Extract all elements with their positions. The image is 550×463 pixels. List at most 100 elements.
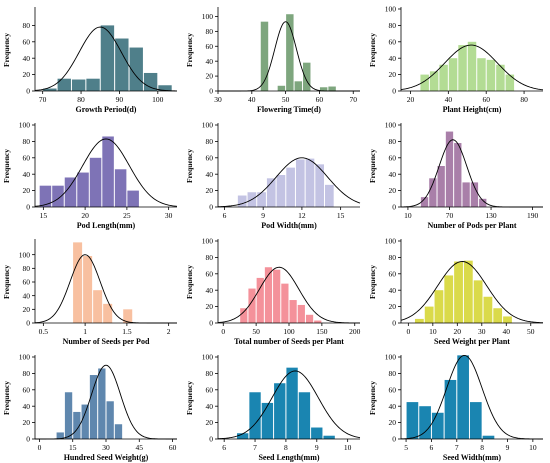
x-tick-label: 60 xyxy=(316,95,324,104)
histogram-bar xyxy=(463,260,473,323)
histogram-panel: 6 7 8 9 10 0 20 40 60 80 100 Seed Length(mm) Frequen… xyxy=(183,348,366,463)
x-tick-label: 2 xyxy=(167,327,171,336)
histogram-bar xyxy=(470,182,479,207)
y-tick-label: 80 xyxy=(389,137,397,146)
x-tick-label: 10 xyxy=(344,443,352,452)
x-tick-label: 0 xyxy=(38,443,42,452)
histogram-panel: 10 70 130 190 0 20 40 60 80 100 Number of Pods per… xyxy=(366,116,549,231)
y-tick-label: 60 xyxy=(389,37,397,46)
x-axis-label: Seed Weight per Plant xyxy=(434,337,510,346)
histogram-bar xyxy=(295,159,305,207)
histogram-bar xyxy=(458,45,467,91)
histogram-bar xyxy=(71,79,86,91)
histogram-bar xyxy=(248,288,256,323)
x-tick-label: 25 xyxy=(123,211,131,220)
histogram-panel: 0 10 20 30 40 50 0 20 40 60 80 100 Seed Weight per P… xyxy=(366,232,549,347)
histogram-bar xyxy=(73,411,81,439)
x-tick-label: 70 xyxy=(349,95,357,104)
bars xyxy=(420,41,515,91)
histogram-panel: 6 9 12 15 0 20 40 60 80 100 Pod Width(mm) Frequency xyxy=(183,116,366,231)
histogram-bar xyxy=(281,283,289,323)
bars xyxy=(73,242,133,323)
y-tick-label: 80 xyxy=(206,27,214,36)
x-tick-label: 20 xyxy=(454,327,462,336)
x-axis-label: Seed Width(mm) xyxy=(443,453,501,462)
histogram-bar xyxy=(73,242,83,323)
normal-curve xyxy=(217,157,361,208)
histogram-svg: 15 20 25 30 0 20 40 60 80 100 Pod Length(mm) Freque… xyxy=(2,121,178,230)
y-tick-label: 20 xyxy=(389,186,397,195)
x-tick-label: 6 xyxy=(223,211,227,220)
histogram-panel: 0.5 1 1.5 2 0 20 40 60 80 100 Number of Seeds per … xyxy=(0,232,183,347)
x-tick-label: 70 xyxy=(39,95,47,104)
x-tick-label: 80 xyxy=(520,95,528,104)
histogram-bar xyxy=(266,178,276,207)
y-tick-label: 40 xyxy=(389,402,397,411)
histogram-bar xyxy=(462,182,470,207)
y-tick-label: 40 xyxy=(206,286,214,295)
y-tick-label: 0 xyxy=(26,203,30,212)
histogram-bar xyxy=(89,157,102,207)
y-tick-label: 80 xyxy=(23,369,31,378)
histogram-bar xyxy=(303,62,311,91)
histogram-bar xyxy=(483,296,493,323)
y-tick-label: 80 xyxy=(206,369,214,378)
histogram-bar xyxy=(486,59,496,91)
histogram-bar xyxy=(57,78,71,91)
x-axis-label: Total number of Seeds per Plant xyxy=(234,337,344,346)
y-axis-label: Frequency xyxy=(185,265,194,299)
normal-curve xyxy=(400,354,544,440)
histogram-bar xyxy=(328,86,336,91)
histogram-bar xyxy=(311,427,323,439)
y-tick-label: 0 xyxy=(392,319,396,328)
histogram-bar xyxy=(420,197,429,207)
y-tick-label: 40 xyxy=(206,57,214,66)
y-tick-label: 80 xyxy=(389,369,397,378)
histogram-bar xyxy=(467,41,477,91)
x-tick-label: 9 xyxy=(506,443,510,452)
histogram-bar xyxy=(286,14,294,91)
x-tick-label: 7 xyxy=(253,443,257,452)
y-tick-label: 20 xyxy=(206,418,214,427)
histogram-bar xyxy=(100,25,115,91)
bars xyxy=(39,136,139,207)
x-tick-label: 0 xyxy=(406,327,410,336)
histogram-panel: 70 80 90 100 0 20 40 60 80 Growth Period(d) Freque… xyxy=(0,0,183,115)
x-axis-label: Number of Pods per Plant xyxy=(427,221,516,230)
histogram-bar xyxy=(273,269,281,323)
histogram-panel: 0 15 30 45 60 0 20 40 60 80 100 Hundred Seed Weight… xyxy=(0,348,183,463)
histogram-bar xyxy=(294,81,303,91)
x-tick-label: 20 xyxy=(81,211,89,220)
histogram-bar xyxy=(260,21,269,92)
histogram-panel: 30 40 50 60 70 0 20 40 60 80 100 Flowering Time(d) F… xyxy=(183,0,366,115)
y-tick-label: 20 xyxy=(23,70,31,79)
x-tick-label: 9 xyxy=(315,443,319,452)
histogram-bar xyxy=(496,64,505,91)
y-tick-label: 0 xyxy=(209,435,213,444)
y-tick-label: 20 xyxy=(206,186,214,195)
bars xyxy=(237,367,335,439)
histogram-bar xyxy=(249,392,261,439)
y-tick-label: 20 xyxy=(206,302,214,311)
histogram-bar xyxy=(237,195,247,207)
histogram-bar xyxy=(448,58,458,91)
histogram-panel: 15 20 25 30 0 20 40 60 80 100 Pod Length(mm) Freque… xyxy=(0,116,183,231)
x-tick-label: 90 xyxy=(116,95,124,104)
x-tick-label: 40 xyxy=(248,95,256,104)
histogram-bar xyxy=(429,178,437,207)
histogram-svg: 0 15 30 45 60 0 20 40 60 80 100 Hundred Seed Weight… xyxy=(2,353,177,462)
x-tick-label: 20 xyxy=(407,95,415,104)
x-tick-label: 60 xyxy=(482,95,490,104)
y-tick-label: 40 xyxy=(389,54,397,63)
x-axis-label: Growth Period(d) xyxy=(76,105,137,114)
histogram-bar xyxy=(127,190,139,207)
histogram-bar xyxy=(81,404,89,439)
y-tick-label: 60 xyxy=(389,153,397,162)
x-tick-label: 6 xyxy=(222,443,226,452)
x-axis-label: Seed Length(mm) xyxy=(258,453,319,462)
y-tick-label: 80 xyxy=(389,253,397,262)
histogram-bar xyxy=(240,308,248,323)
histogram-bar xyxy=(314,320,322,323)
bars xyxy=(406,355,495,439)
